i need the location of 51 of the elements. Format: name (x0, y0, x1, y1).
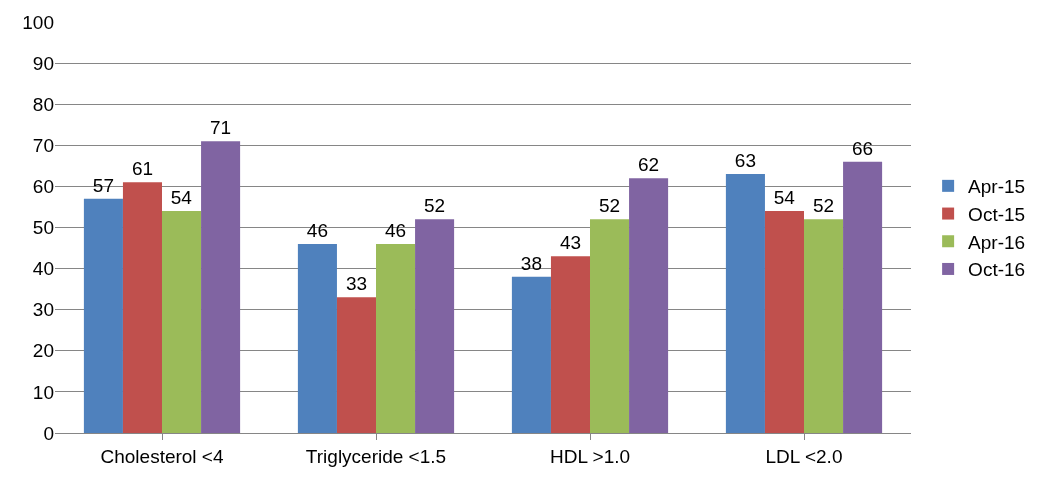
bar (83, 198, 123, 433)
bar (804, 219, 844, 433)
bar (162, 211, 202, 433)
x-tick-label: HDL >1.0 (549, 445, 631, 467)
data-label: 52 (424, 195, 446, 217)
y-tick-label: 60 (32, 176, 54, 198)
bar (376, 243, 416, 433)
y-tick-label: 70 (32, 134, 54, 156)
data-label: 71 (210, 117, 232, 139)
data-label: 46 (384, 219, 407, 241)
data-label: 66 (852, 137, 874, 159)
bar (122, 182, 162, 433)
data-label: 63 (734, 150, 756, 172)
data-label: 54 (170, 187, 193, 209)
bar (725, 174, 765, 433)
x-tick-label: Triglyceride <1.5 (305, 445, 447, 467)
data-label: 43 (559, 232, 582, 254)
legend-label: Apr-15 (968, 176, 1026, 198)
y-tick-label: 80 (32, 93, 54, 115)
y-tick-label: 50 (32, 217, 54, 239)
bar (336, 297, 376, 433)
y-tick-label: 100 (22, 11, 54, 33)
legend-label: Oct-16 (968, 259, 1026, 281)
bar (843, 161, 883, 433)
x-tick-label: Cholesterol <4 (100, 445, 224, 467)
y-tick-label: 0 (43, 422, 54, 444)
legend-label: Oct-15 (968, 203, 1026, 225)
bar (550, 256, 590, 433)
y-tick-label: 90 (32, 52, 54, 74)
data-label: 52 (812, 195, 835, 217)
bar (511, 276, 551, 433)
y-tick-label: 10 (32, 381, 54, 403)
bar (764, 211, 804, 433)
data-label: 33 (345, 273, 368, 295)
data-label: 46 (306, 219, 328, 241)
data-label: 54 (773, 187, 796, 209)
bar (590, 219, 630, 433)
legend-label: Apr-16 (968, 231, 1026, 253)
bar (629, 178, 669, 433)
bar (297, 243, 337, 433)
bar (415, 219, 455, 433)
y-tick-label: 40 (32, 258, 54, 280)
data-label: 57 (92, 174, 114, 196)
data-label: 62 (638, 154, 660, 176)
data-label: 61 (131, 158, 154, 180)
bar (201, 141, 241, 433)
data-label: 38 (520, 252, 542, 274)
data-label: 52 (598, 195, 621, 217)
y-tick-label: 20 (32, 340, 54, 362)
y-tick-label: 30 (32, 299, 54, 321)
x-tick-label: LDL <2.0 (765, 445, 843, 467)
